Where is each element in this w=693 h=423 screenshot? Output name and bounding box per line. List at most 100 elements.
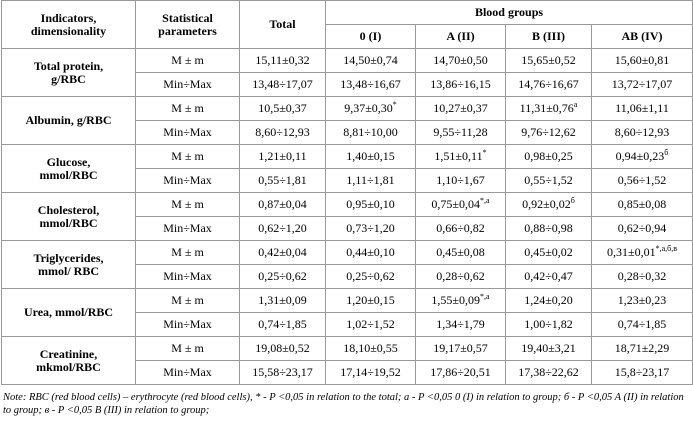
header-cell: A (II) <box>415 24 506 49</box>
text-line: mmol/RBC <box>39 167 98 182</box>
parameter-cell: Min÷Max <box>135 264 240 289</box>
table-row: Urea, mmol/RBC M ± m 1,31±0,09 1,20±0,15 1,5… <box>1 288 693 337</box>
value-text: 0,94±0,23 <box>615 149 665 163</box>
value-cell: 1,21±0,11 <box>239 144 326 169</box>
value-cell: 0,95±0,10 <box>325 192 416 217</box>
table-row: Min÷Max 8,60÷12,93 8,81÷10,00 9,55÷11,28 9,7… <box>2 120 693 145</box>
value-cell: 0,94±0,23б <box>590 144 693 169</box>
value-cell: 0,55÷1,52 <box>505 168 592 193</box>
indicator-cell: Glucose, mmol/RBC <box>1 144 136 193</box>
table-row: Creatinine, mkmol/RBC M ± m 19,08±0,52 18,10… <box>1 336 693 385</box>
value-cell: 0,42÷0,47 <box>505 264 592 289</box>
parameter-cell: M ± m <box>135 144 240 169</box>
header-cell: AB (IV) <box>590 24 693 49</box>
value-cell: 15,58÷23,17 <box>239 360 326 385</box>
indicator-cell: Urea, mmol/RBC <box>1 288 136 337</box>
value-cell: 8,60÷12,93 <box>239 120 326 145</box>
significance-mark: * <box>482 148 487 157</box>
text-line: Statistical <box>162 10 213 25</box>
data-table: Indicators, dimensionality Statistical para… <box>1 0 693 385</box>
indicator-cell: Total protein, g/RBC <box>1 48 136 97</box>
value-text: 0,31±0,01 <box>607 245 656 259</box>
header-cell: Total <box>239 0 326 49</box>
significance-mark: б <box>570 196 575 205</box>
header-row: Indicators, dimensionality Statistical para… <box>1 0 693 49</box>
indicator-cell: Triglycerides, mmol/ RBC <box>1 240 136 289</box>
value-cell: 10,27±0,37 <box>415 96 506 121</box>
indicator-cell: Creatinine, mkmol/RBC <box>1 336 136 385</box>
text-line: Glucose, <box>46 154 91 169</box>
value-cell: 14,70±0,50 <box>415 48 506 73</box>
value-cell: 0,31±0,01*,а,б,в <box>590 240 693 265</box>
significance-mark: *,а,б,в <box>655 244 677 253</box>
table-row: Min÷Max 0,62÷1,20 0,73÷1,20 0,66÷0,82 0,88÷0… <box>2 216 693 241</box>
parameter-cell: M ± m <box>135 96 240 121</box>
header-cell: B (III) <box>505 24 592 49</box>
parameter-cell: Min÷Max <box>135 216 240 241</box>
parameter-cell: M ± m <box>135 240 240 265</box>
value-cell: 15,8÷23,17 <box>590 360 693 385</box>
header-cell: 0 (I) <box>325 24 416 49</box>
header-cell: Indicators, dimensionality <box>1 0 136 49</box>
parameter-cell: Min÷Max <box>135 168 240 193</box>
value-cell: 1,24±0,20 <box>505 288 592 313</box>
text-line: Total protein, <box>33 58 104 73</box>
parameter-cell: M ± m <box>135 336 240 361</box>
value-cell: 19,17±0,57 <box>415 336 506 361</box>
value-cell: 13,48÷17,07 <box>239 72 326 97</box>
text-line: mkmol/RBC <box>36 359 101 374</box>
value-cell: 1,34÷1,79 <box>415 312 506 337</box>
value-cell: 8,60÷12,93 <box>590 120 693 145</box>
value-cell: 14,76÷16,67 <box>505 72 592 97</box>
value-cell: 0,56÷1,52 <box>590 168 693 193</box>
parameter-cell: Min÷Max <box>135 120 240 145</box>
value-cell: 0,73÷1,20 <box>325 216 416 241</box>
value-cell: 17,14÷19,52 <box>325 360 416 385</box>
value-cell: 13,48÷16,67 <box>325 72 416 97</box>
value-text: 1,51±0,11 <box>434 149 483 163</box>
table-row: Albumin, g/RBC M ± m 10,5±0,37 9,37±0,30* 10… <box>1 96 693 145</box>
value-cell: 19,08±0,52 <box>239 336 326 361</box>
indicator-cell: Cholesterol, mmol/RBC <box>1 192 136 241</box>
value-cell: 13,72÷17,07 <box>590 72 693 97</box>
value-cell: 1,40±0,15 <box>325 144 416 169</box>
value-cell: 0,25÷0,62 <box>325 264 416 289</box>
value-cell: 0,42±0,04 <box>239 240 326 265</box>
value-cell: 1,11÷1,81 <box>325 168 416 193</box>
value-cell: 18,10±0,55 <box>325 336 416 361</box>
value-cell: 19,40±3,21 <box>505 336 592 361</box>
table-body: Total protein, g/RBC M ± m 15,11±0,32 14,50±… <box>1 48 693 385</box>
text-line: Indicators, <box>40 10 97 25</box>
table-row: Glucose, mmol/RBC M ± m 1,21±0,11 1,40±0,15 1… <box>1 144 693 193</box>
table-row: Min÷Max 0,25÷0,62 0,25÷0,62 0,28÷0,62 0,42÷0… <box>2 264 693 289</box>
value-cell: 0,88÷0,98 <box>505 216 592 241</box>
table-row: Min÷Max 15,58÷23,17 17,14÷19,52 17,86÷20,51… <box>2 360 693 385</box>
value-cell: 13,86÷16,15 <box>415 72 506 97</box>
text-line: Albumin, g/RBC <box>25 113 112 127</box>
text-line: dimensionality <box>30 23 107 38</box>
table-row: Min÷Max 0,55÷1,81 1,11÷1,81 1,10÷1,67 0,55÷1… <box>2 168 693 193</box>
value-cell: 0,55÷1,81 <box>239 168 326 193</box>
value-cell: 15,60±0,81 <box>590 48 693 73</box>
text-line: mmol/ RBC <box>38 263 99 278</box>
value-cell: 1,02÷1,52 <box>325 312 416 337</box>
value-cell: 11,06±1,11 <box>590 96 693 121</box>
value-cell: 0,62÷1,20 <box>239 216 326 241</box>
significance-mark: *,а <box>480 196 490 205</box>
parameter-cell: Min÷Max <box>135 312 240 337</box>
value-cell: 1,51±0,11* <box>415 144 506 169</box>
value-text: 11,31±0,76 <box>519 101 574 115</box>
value-cell: 0,74÷1,85 <box>239 312 326 337</box>
value-cell: 14,50±0,74 <box>325 48 416 73</box>
parameter-cell: M ± m <box>135 288 240 313</box>
value-cell: 1,23±0,23 <box>590 288 693 313</box>
value-cell: 0,85±0,08 <box>590 192 693 217</box>
text-line: mmol/RBC <box>39 215 98 230</box>
header-cell: Blood groups <box>324 0 693 25</box>
value-cell: 11,31±0,76а <box>505 96 592 121</box>
note: Note: RBC (red blood cells) – erythrocyt… <box>3 392 684 416</box>
value-cell: 15,65±0,52 <box>505 48 592 73</box>
significance-mark: а <box>573 100 578 109</box>
table-row: Total protein, g/RBC M ± m 15,11±0,32 14,50±… <box>1 48 693 97</box>
value-text: 0,92±0,02 <box>522 197 571 211</box>
